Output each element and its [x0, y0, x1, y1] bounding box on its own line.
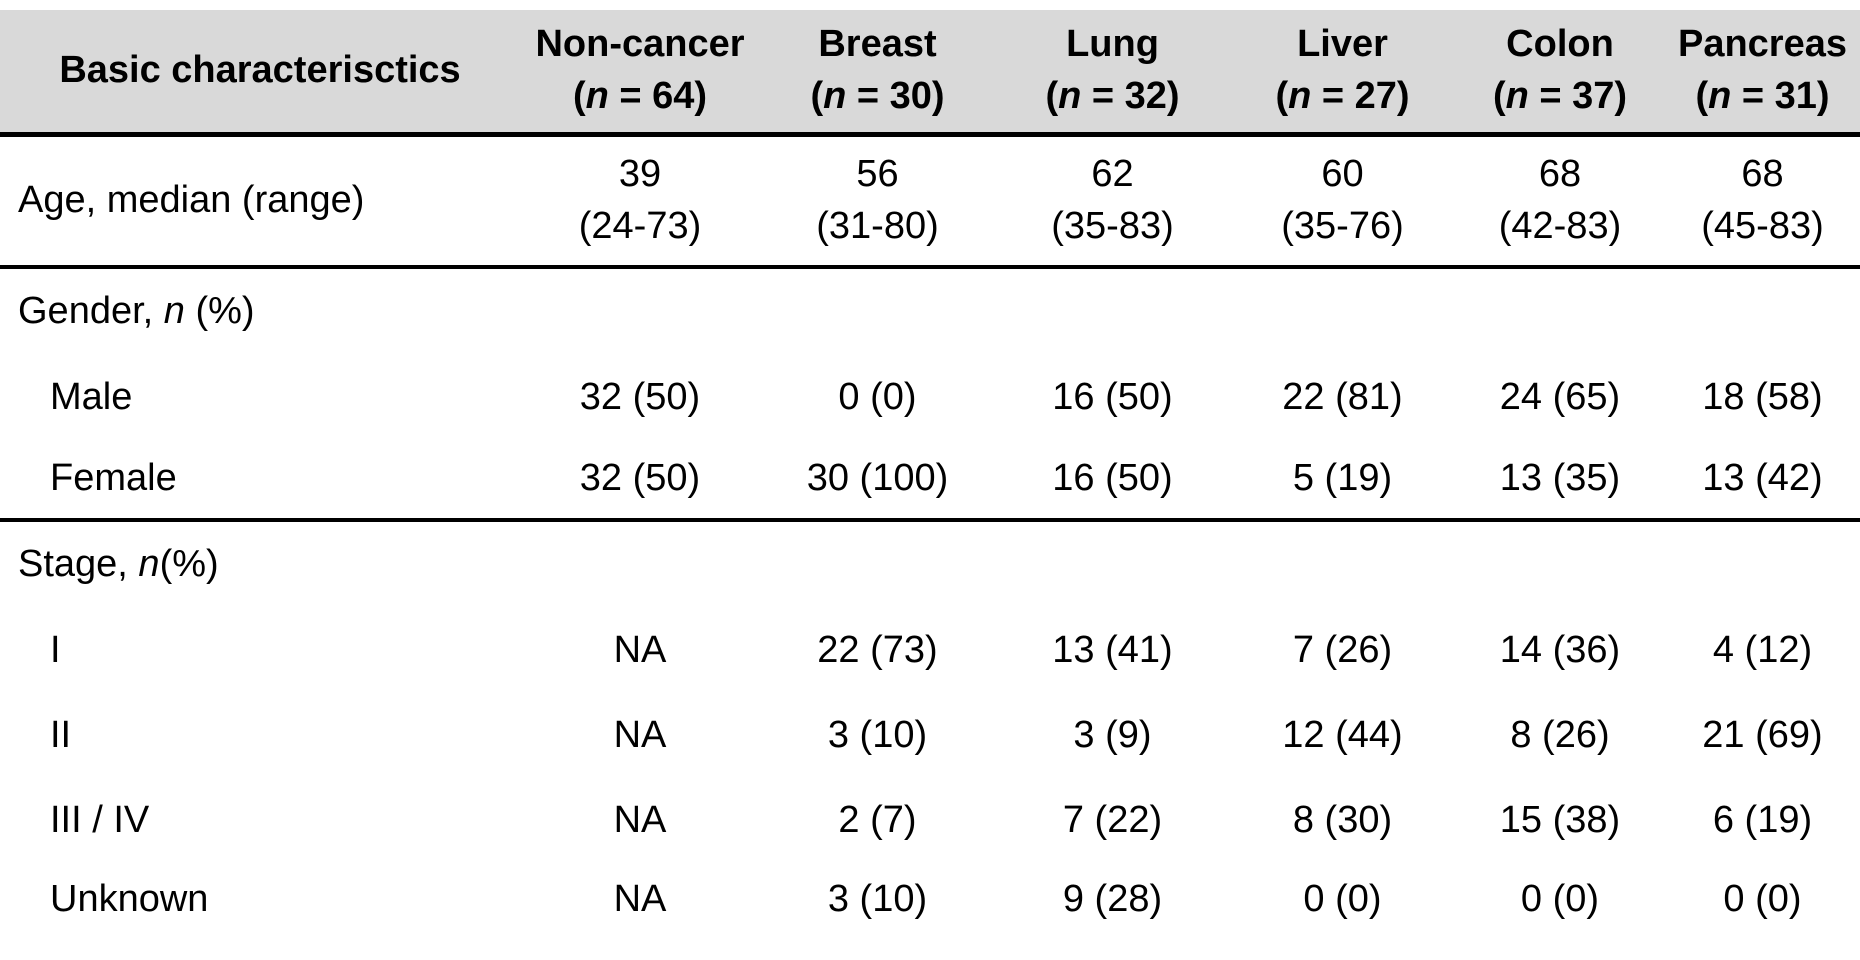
unknown-cell-pancreas: 0 (0) — [1723, 878, 1802, 921]
column-title: Lung — [1066, 23, 1159, 66]
male-cell-breast: 0 (0) — [838, 375, 917, 418]
stage34-cell-liver: 8 (30) — [1292, 798, 1393, 841]
unknown-cell-colon: 0 (0) — [1520, 878, 1600, 921]
column-header-non-cancer: Non-cancer (n = 64) — [520, 10, 760, 134]
column-n-count: (n = 30) — [810, 74, 945, 117]
row-section-stage: Stage, n(%) — [0, 520, 1860, 608]
stage34-cell-pancreas: 6 (19) — [1712, 798, 1813, 841]
age-median: 68 — [1741, 153, 1784, 196]
stage1-cell-liver: 7 (26) — [1292, 628, 1393, 671]
column-header-pancreas: Pancreas (n = 31) — [1665, 10, 1860, 134]
section-label-gender: Gender, n (%) — [18, 290, 255, 333]
age-median: 39 — [618, 153, 662, 196]
stage34-cell-colon: 15 (38) — [1499, 798, 1621, 841]
age-range: (35-83) — [1051, 204, 1174, 247]
row-label-stage-3-4: III / IV — [50, 798, 150, 841]
row-label-stage-2: II — [50, 713, 72, 756]
age-median: 60 — [1321, 153, 1364, 196]
stage1-cell-colon: 14 (36) — [1499, 628, 1621, 671]
male-cell-liver: 22 (81) — [1282, 375, 1403, 418]
column-header-liver: Liver (n = 27) — [1230, 10, 1455, 134]
stage1-cell-lung: 13 (41) — [1052, 628, 1173, 671]
column-header-breast: Breast (n = 30) — [760, 10, 995, 134]
row-stage-2: II NA 3 (10) 3 (9) 12 (44) 8 (26) 21 (69… — [0, 693, 1860, 778]
male-cell-pancreas: 18 (58) — [1702, 375, 1823, 418]
age-cell-non-cancer: 39 (24-73) — [520, 134, 760, 267]
row-stage-1: I NA 22 (73) 13 (41) 7 (26) 14 (36) 4 (1… — [0, 608, 1860, 693]
female-cell-lung: 16 (50) — [1052, 457, 1173, 500]
stage1-cell-breast: 22 (73) — [817, 628, 938, 671]
column-title: Breast — [818, 23, 937, 66]
age-cell-colon: 68 (42-83) — [1455, 134, 1665, 267]
column-title: Non-cancer — [535, 23, 745, 66]
male-cell-non-cancer: 32 (50) — [579, 375, 701, 418]
female-cell-liver: 5 (19) — [1292, 457, 1393, 500]
age-range: (42-83) — [1498, 204, 1622, 247]
row-stage-3-4: III / IV NA 2 (7) 7 (22) 8 (30) 15 (38) … — [0, 778, 1860, 863]
unknown-cell-breast: 3 (10) — [827, 878, 928, 921]
row-label-female: Female — [50, 457, 177, 500]
column-n-count: (n = 27) — [1275, 74, 1410, 117]
basic-characteristics-table: Basic characterisctics Non-cancer (n = 6… — [0, 10, 1860, 937]
stage2-cell-liver: 12 (44) — [1282, 713, 1403, 756]
stage1-cell-non-cancer: NA — [613, 628, 667, 671]
unknown-cell-lung: 9 (28) — [1062, 878, 1163, 921]
row-label-male: Male — [50, 375, 133, 418]
age-median: 56 — [856, 153, 899, 196]
male-cell-lung: 16 (50) — [1052, 375, 1173, 418]
stage2-cell-breast: 3 (10) — [827, 713, 928, 756]
column-n-count: (n = 31) — [1695, 74, 1830, 117]
age-range: (31-80) — [816, 204, 939, 247]
row-section-gender: Gender, n (%) — [0, 267, 1860, 355]
age-median: 62 — [1091, 153, 1134, 196]
header-row: Basic characterisctics Non-cancer (n = 6… — [0, 10, 1860, 134]
stage34-cell-lung: 7 (22) — [1062, 798, 1163, 841]
male-cell-colon: 24 (65) — [1499, 375, 1621, 418]
stage2-cell-pancreas: 21 (69) — [1702, 713, 1823, 756]
age-range: (24-73) — [578, 204, 702, 247]
unknown-cell-liver: 0 (0) — [1303, 878, 1382, 921]
female-cell-breast: 30 (100) — [806, 457, 949, 500]
age-cell-liver: 60 (35-76) — [1230, 134, 1455, 267]
column-title: Liver — [1297, 23, 1388, 66]
age-cell-lung: 62 (35-83) — [995, 134, 1230, 267]
row-label-stage-unknown: Unknown — [50, 878, 209, 921]
age-range: (45-83) — [1701, 204, 1824, 247]
row-age: Age, median (range) 39 (24-73) 56 (31-80… — [0, 134, 1860, 267]
row-label-age: Age, median (range) — [18, 179, 365, 222]
female-cell-pancreas: 13 (42) — [1702, 457, 1823, 500]
column-header-lung: Lung (n = 32) — [995, 10, 1230, 134]
age-cell-breast: 56 (31-80) — [760, 134, 995, 267]
stage2-cell-lung: 3 (9) — [1073, 713, 1152, 756]
column-title: Pancreas — [1677, 23, 1847, 66]
row-male: Male 32 (50) 0 (0) 16 (50) 22 (81) 24 (6… — [0, 355, 1860, 440]
column-n-count: (n = 32) — [1045, 74, 1180, 117]
female-cell-non-cancer: 32 (50) — [579, 457, 701, 500]
table-body: Age, median (range) 39 (24-73) 56 (31-80… — [0, 134, 1860, 937]
row-stage-unknown: Unknown NA 3 (10) 9 (28) 0 (0) 0 (0) 0 (… — [0, 863, 1860, 937]
column-header-basic-characteristics: Basic characterisctics — [0, 10, 520, 134]
stage2-cell-colon: 8 (26) — [1510, 713, 1610, 756]
stage34-cell-non-cancer: NA — [613, 798, 667, 841]
column-title: Colon — [1506, 23, 1614, 66]
stage2-cell-non-cancer: NA — [613, 713, 667, 756]
column-n-count: (n = 37) — [1492, 74, 1628, 117]
row-female: Female 32 (50) 30 (100) 16 (50) 5 (19) 1… — [0, 440, 1860, 520]
column-n-count: (n = 64) — [572, 74, 708, 117]
age-range: (35-76) — [1281, 204, 1404, 247]
section-label-stage: Stage, n(%) — [18, 543, 219, 586]
table-header: Basic characterisctics Non-cancer (n = 6… — [0, 10, 1860, 134]
stage34-cell-breast: 2 (7) — [838, 798, 917, 841]
row-label-stage-1: I — [50, 628, 61, 671]
female-cell-colon: 13 (35) — [1499, 457, 1621, 500]
unknown-cell-non-cancer: NA — [613, 878, 667, 921]
age-cell-pancreas: 68 (45-83) — [1665, 134, 1860, 267]
column-header-colon: Colon (n = 37) — [1455, 10, 1665, 134]
stage1-cell-pancreas: 4 (12) — [1712, 628, 1813, 671]
age-median: 68 — [1538, 153, 1582, 196]
